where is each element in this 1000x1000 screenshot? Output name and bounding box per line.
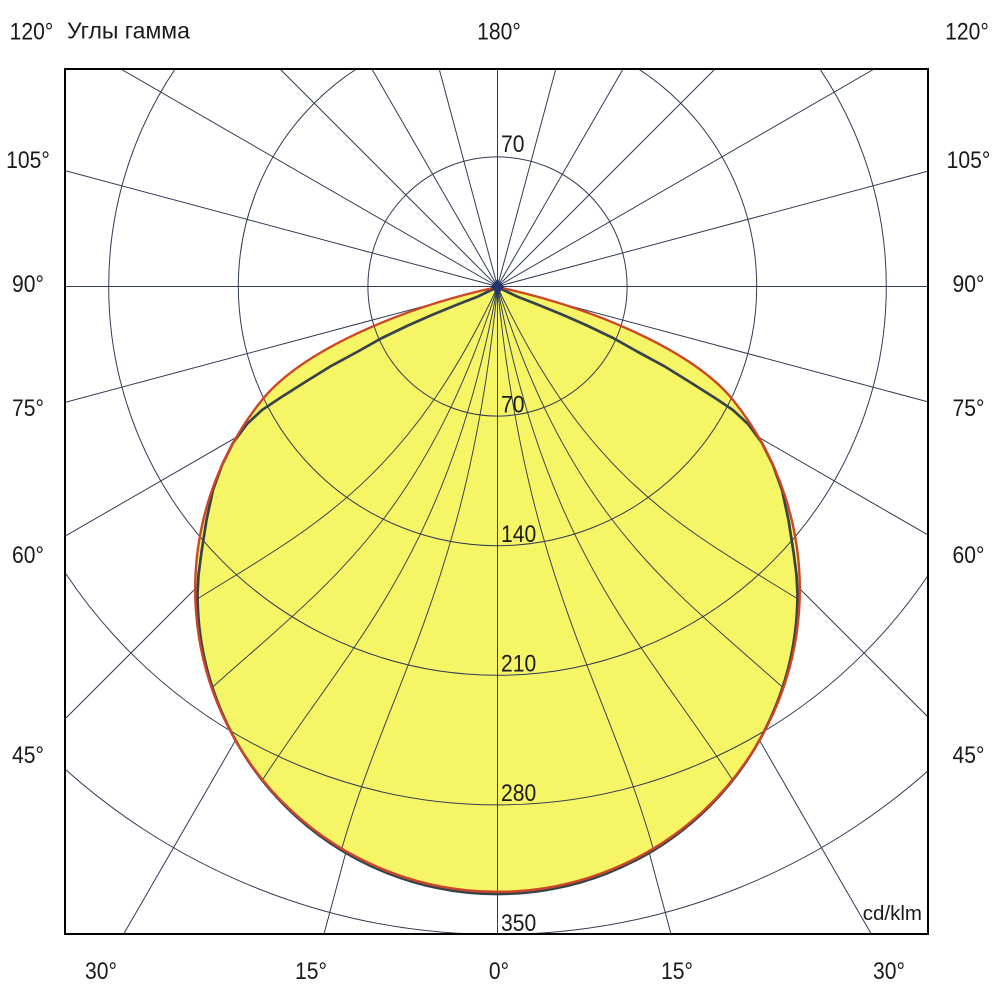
svg-text:350: 350 (501, 910, 536, 937)
svg-text:120°: 120° (10, 18, 54, 45)
svg-text:105°: 105° (6, 147, 50, 174)
svg-text:120°: 120° (945, 18, 989, 45)
svg-text:45°: 45° (12, 742, 44, 769)
svg-text:45°: 45° (953, 742, 985, 769)
svg-text:15°: 15° (661, 958, 693, 985)
svg-text:210: 210 (501, 650, 536, 677)
svg-text:180°: 180° (477, 18, 521, 45)
svg-text:70: 70 (501, 391, 524, 418)
svg-text:60°: 60° (12, 542, 44, 569)
svg-text:90°: 90° (12, 271, 44, 298)
svg-text:60°: 60° (953, 542, 985, 569)
svg-text:30°: 30° (873, 958, 905, 985)
svg-text:cd/klm: cd/klm (863, 902, 922, 925)
svg-text:75°: 75° (12, 395, 44, 422)
svg-text:30°: 30° (85, 958, 117, 985)
svg-text:140: 140 (501, 521, 536, 548)
svg-text:90°: 90° (953, 271, 985, 298)
svg-text:75°: 75° (953, 395, 985, 422)
svg-text:70: 70 (501, 131, 524, 158)
svg-text:0°: 0° (489, 958, 509, 985)
svg-text:Углы гамма: Углы гамма (67, 18, 190, 44)
svg-text:280: 280 (501, 780, 536, 807)
svg-text:105°: 105° (947, 147, 991, 174)
svg-text:15°: 15° (295, 958, 327, 985)
